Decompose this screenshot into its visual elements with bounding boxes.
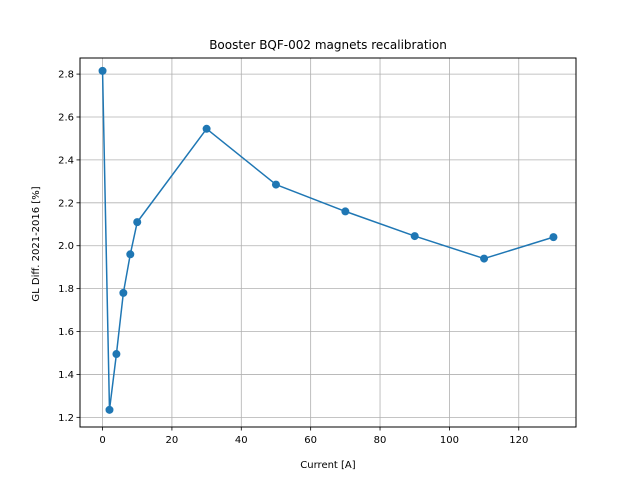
x-tick-label: 60 [304, 435, 317, 446]
y-tick-label: 2.6 [58, 112, 74, 123]
data-point [98, 66, 107, 75]
x-tick-label: 100 [440, 435, 459, 446]
data-point [480, 254, 489, 263]
data-point [105, 405, 114, 414]
data-point [133, 218, 142, 227]
data-point [410, 232, 419, 241]
y-tick-label: 2.8 [58, 70, 74, 81]
y-tick-label: 2.2 [58, 198, 74, 209]
series-line [101, 70, 554, 411]
data-point [112, 350, 121, 359]
y-tick-label: 1.8 [58, 284, 74, 295]
chart-title: Booster BQF-002 magnets recalibration [209, 38, 447, 52]
x-tick-label: 120 [509, 435, 528, 446]
x-tick-label: 0 [99, 435, 105, 446]
x-axis-label: Current [A] [300, 460, 355, 471]
grid [80, 58, 576, 427]
data-point [202, 124, 211, 133]
data-point [126, 250, 135, 259]
data-point [549, 233, 558, 242]
data-series [98, 66, 558, 414]
data-point [271, 180, 280, 189]
x-tick-label: 80 [374, 435, 387, 446]
data-point [341, 207, 350, 216]
y-tick-label: 1.4 [58, 370, 74, 381]
y-tick-label: 2.0 [58, 241, 74, 252]
y-tick-label: 1.2 [58, 413, 74, 424]
plot-frame [79, 57, 577, 428]
data-point [119, 288, 128, 297]
x-tick-label: 40 [235, 435, 248, 446]
y-tick-label: 2.4 [58, 155, 74, 166]
axis-ticks: 0 20 40 60 80 100 120 1.2 1.4 1.6 1.8 2.0 2.2 2.4 2.6 2… [58, 70, 528, 446]
x-tick-label: 20 [166, 435, 179, 446]
y-axis-label: GL Diff. 2021-2016 [%] [31, 186, 42, 301]
y-tick-label: 1.6 [58, 327, 74, 338]
